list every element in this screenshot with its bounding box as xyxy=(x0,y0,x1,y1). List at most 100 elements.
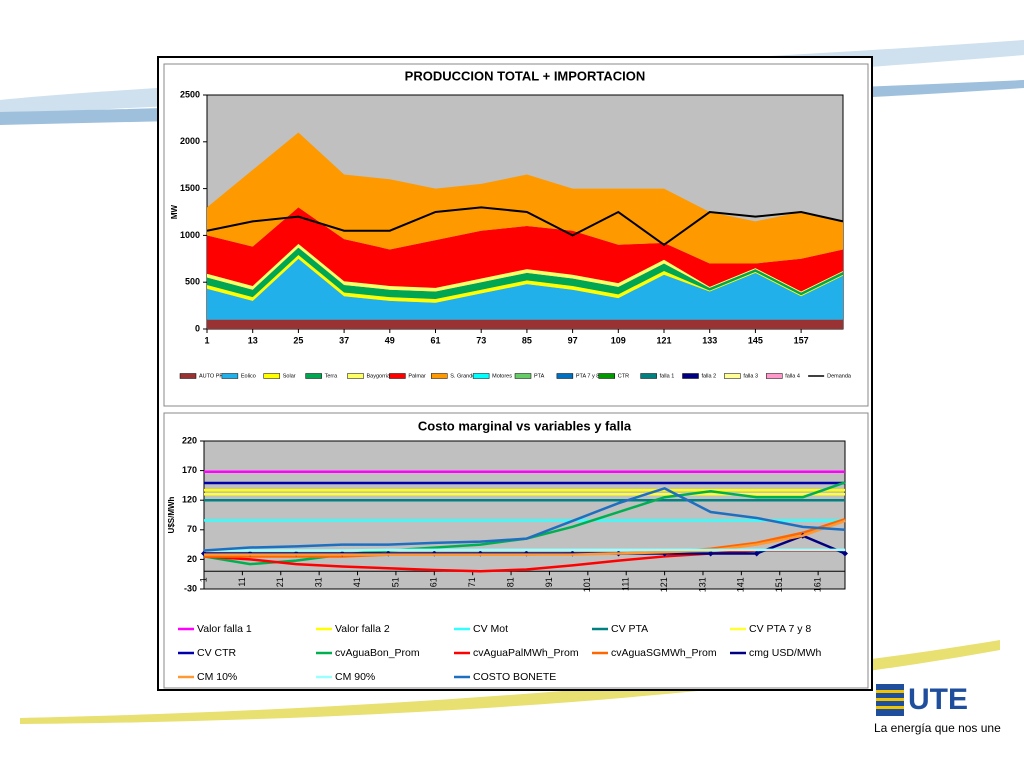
series-line xyxy=(204,548,845,552)
x-tick-label: 41 xyxy=(352,577,362,587)
x-tick-label: 85 xyxy=(522,335,532,345)
y-tick-label: 1500 xyxy=(180,183,200,193)
x-tick-label: 97 xyxy=(568,335,578,345)
legend-label: PTA 7 y 8 xyxy=(576,373,599,379)
y-axis-label: U$S/MWh xyxy=(167,496,176,533)
x-tick-label: 131 xyxy=(697,577,707,592)
x-tick-label: 145 xyxy=(748,335,763,345)
y-tick-label: 120 xyxy=(182,495,197,505)
legend-label: cvAguaSGMWh_Prom xyxy=(611,647,717,659)
legend-swatch xyxy=(221,373,239,379)
legend-label: Terra xyxy=(325,373,338,379)
x-tick-label: 37 xyxy=(339,335,349,345)
legend-label: Solar xyxy=(283,373,296,379)
legend-label: falla 4 xyxy=(785,373,800,379)
x-tick-label: 49 xyxy=(385,335,395,345)
area xyxy=(207,319,843,329)
x-tick-label: 101 xyxy=(582,577,592,592)
x-tick-label: 111 xyxy=(621,577,631,591)
chart-title: PRODUCCION TOTAL + IMPORTACION xyxy=(405,68,646,83)
x-tick-label: 61 xyxy=(430,335,440,345)
x-tick-label: 61 xyxy=(429,577,439,587)
area xyxy=(207,207,843,292)
x-tick-label: 21 xyxy=(275,577,285,587)
x-tick-label: 141 xyxy=(736,577,746,592)
logo-tagline: La energía que nos une xyxy=(874,721,1001,735)
series-line xyxy=(206,206,844,246)
x-tick-label: 25 xyxy=(293,335,303,345)
legend-label: S. Grande xyxy=(450,373,475,379)
legend-label: Motores xyxy=(492,373,512,379)
x-tick-label: 109 xyxy=(611,335,626,345)
legend-label: falla 2 xyxy=(702,373,717,379)
legend-label: Demanda xyxy=(827,373,852,379)
y-tick-label: 220 xyxy=(182,435,197,445)
x-tick-label: 11 xyxy=(237,577,247,586)
x-tick-label: 1 xyxy=(204,335,209,345)
legend-label: falla 1 xyxy=(660,373,675,379)
legend-label: Valor falla 1 xyxy=(197,623,252,635)
x-tick-label: 51 xyxy=(390,577,400,587)
x-tick-label: 161 xyxy=(813,577,823,592)
legend-label: CV CTR xyxy=(197,647,237,659)
legend-label: CM 90% xyxy=(335,671,375,683)
legend-swatch xyxy=(305,373,322,379)
y-tick-label: 170 xyxy=(182,465,197,475)
x-tick-label: 13 xyxy=(248,335,258,345)
y-tick-label: 1000 xyxy=(180,230,200,240)
x-tick-label: 157 xyxy=(794,335,809,345)
x-tick-label: 31 xyxy=(314,577,324,587)
legend-label: Valor falla 2 xyxy=(335,623,390,635)
legend-label: CTR xyxy=(618,373,629,379)
legend-label: cmg USD/MWh xyxy=(749,647,821,659)
legend-label: cvAguaBon_Prom xyxy=(335,647,420,659)
legend-swatch xyxy=(598,373,615,379)
legend-label: CV PTA xyxy=(611,623,648,635)
series-line xyxy=(203,487,846,552)
legend-swatch xyxy=(724,373,741,379)
legend-swatch xyxy=(514,373,532,379)
legend-swatch xyxy=(431,373,448,379)
x-tick-label: 73 xyxy=(476,335,486,345)
y-tick-label: 500 xyxy=(185,277,200,287)
y-tick-label: 20 xyxy=(187,554,197,564)
y-axis-label: MW xyxy=(170,204,179,219)
legend-swatch xyxy=(640,373,657,379)
legend-swatch xyxy=(263,373,280,379)
legend-label: cvAguaPalMWh_Prom xyxy=(473,647,579,659)
y-tick-label: 0 xyxy=(195,323,200,333)
legend-label: AUTO PROD xyxy=(199,373,232,379)
y-tick-label: 2000 xyxy=(180,136,200,146)
x-tick-label: 133 xyxy=(702,335,717,345)
legend-label: COSTO BONETE xyxy=(473,671,556,683)
legend-swatch xyxy=(682,373,699,379)
x-tick-label: 151 xyxy=(774,577,784,592)
legend-label: CV PTA 7 y 8 xyxy=(749,623,811,635)
area xyxy=(207,247,843,300)
chart-title: Costo marginal vs variables y falla xyxy=(418,418,632,433)
marker xyxy=(753,550,760,557)
logo-stripe xyxy=(876,690,904,693)
legend-label: Eolico xyxy=(241,373,256,379)
swoosh xyxy=(20,640,1000,724)
y-tick-label: -30 xyxy=(184,583,197,593)
area xyxy=(207,258,843,320)
x-tick-label: 121 xyxy=(659,577,669,592)
legend-label: CM 10% xyxy=(197,671,237,683)
logo-stripe xyxy=(876,706,904,709)
x-tick-label: 1 xyxy=(198,577,208,582)
legend-swatch xyxy=(472,373,490,379)
legend-swatch xyxy=(347,373,364,379)
legend-label: falla 3 xyxy=(743,373,758,379)
legend-label: CV Mot xyxy=(473,623,508,635)
series-line xyxy=(203,549,845,573)
y-tick-label: 70 xyxy=(187,524,197,534)
legend-label: Palmar xyxy=(408,373,426,379)
legend-swatch xyxy=(179,373,197,379)
x-tick-label: 81 xyxy=(505,577,515,587)
legend-label: PTA xyxy=(534,373,545,379)
legend-swatch xyxy=(389,373,406,379)
marker xyxy=(707,550,714,557)
logo-brand: UTE xyxy=(908,683,968,716)
